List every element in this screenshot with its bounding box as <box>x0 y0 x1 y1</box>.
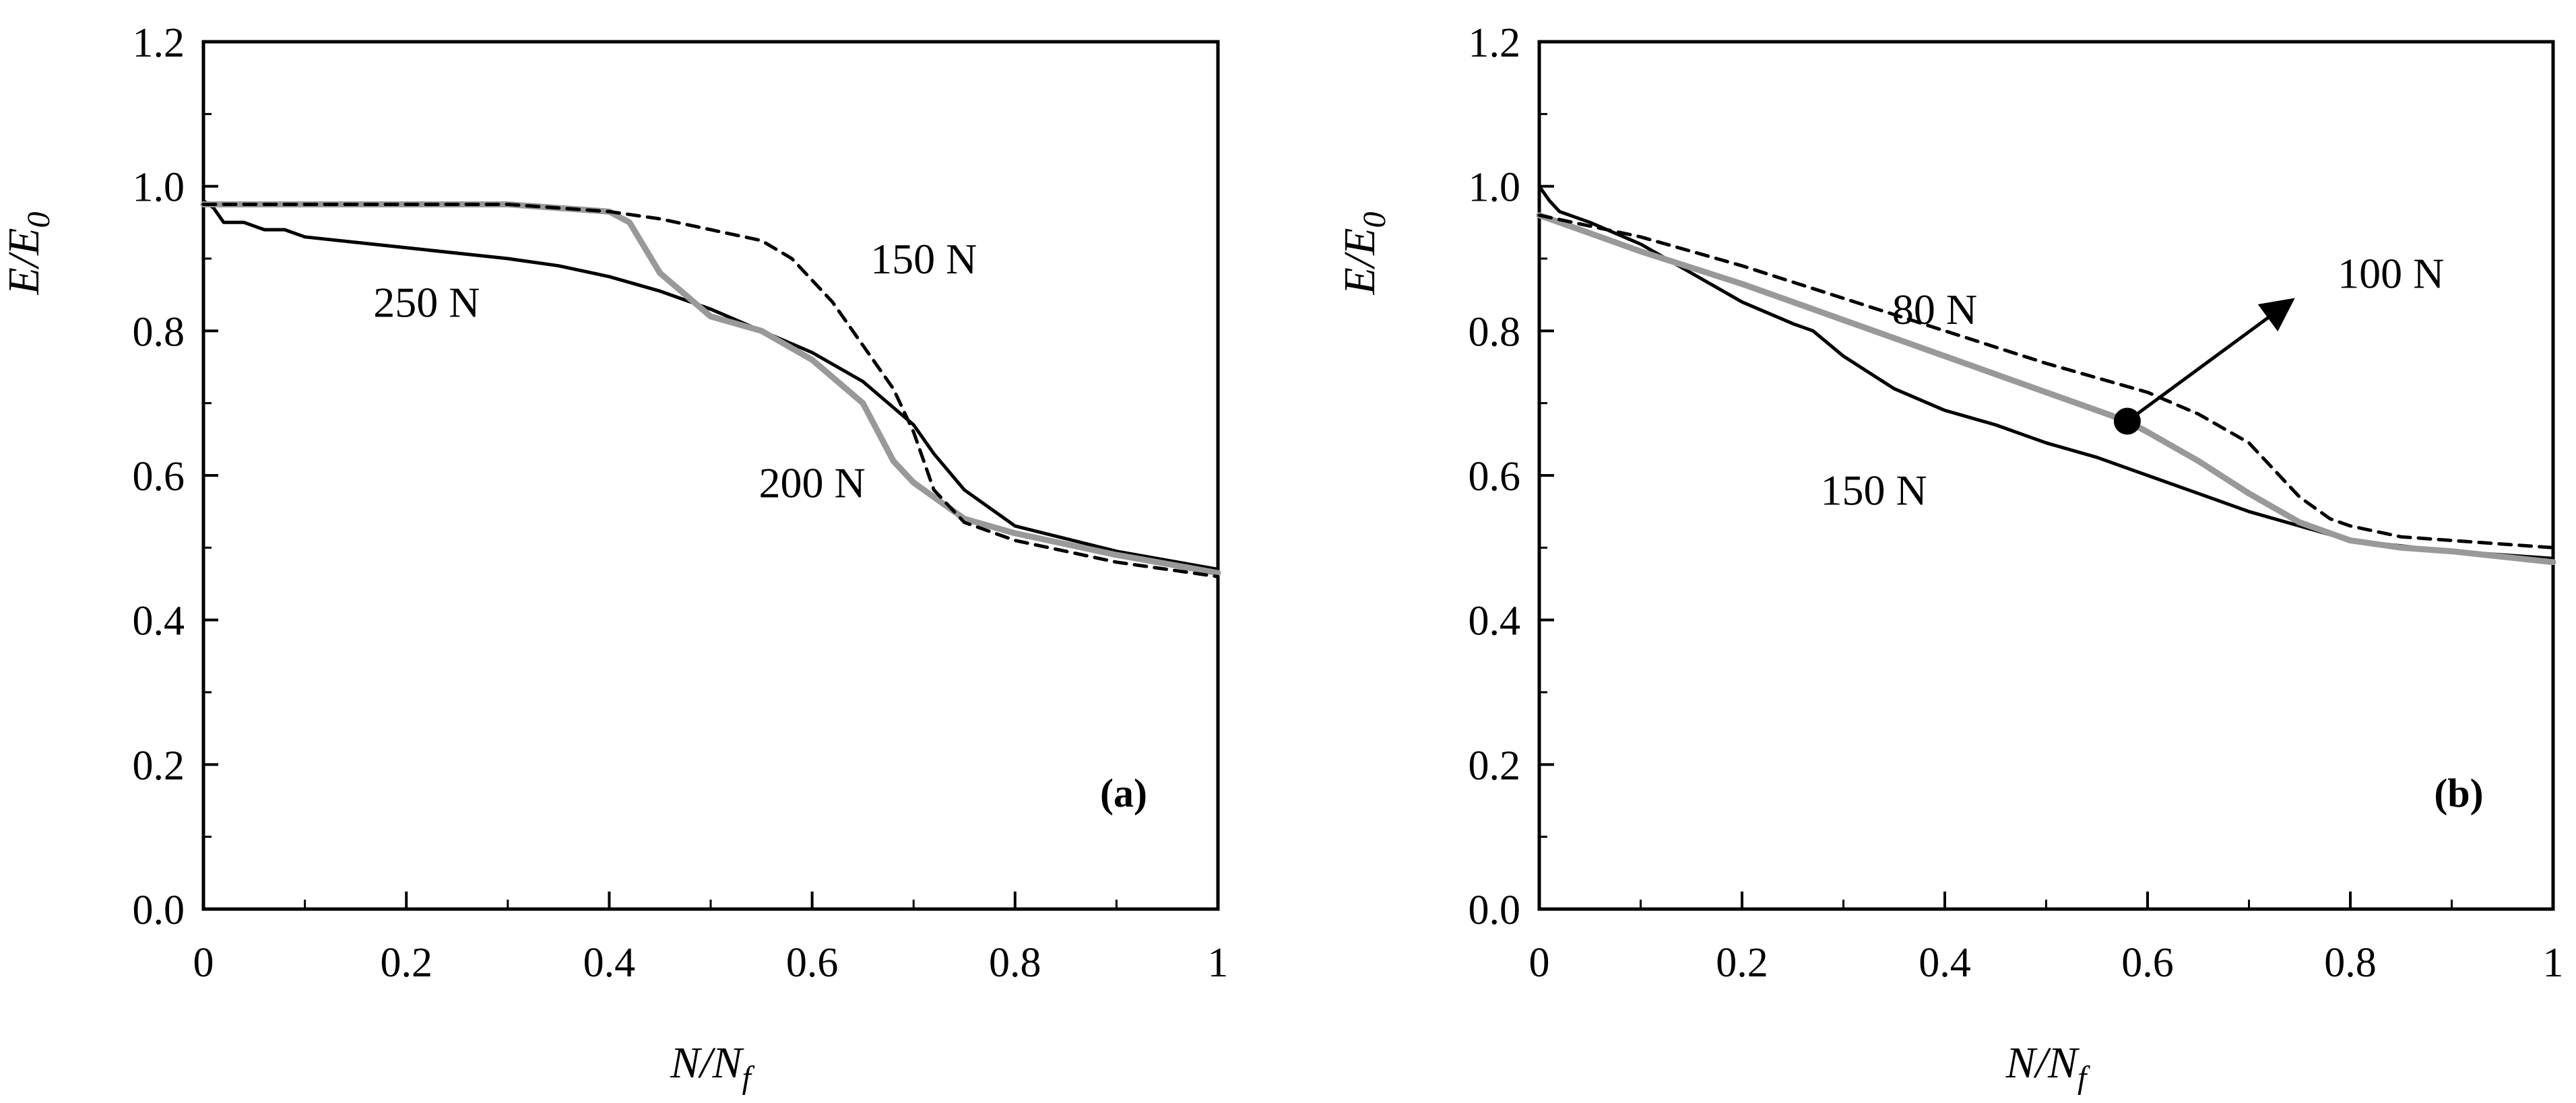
y-tick-label: 1.0 <box>133 165 185 211</box>
plot-frame <box>201 40 1220 911</box>
y-tick-label: 0.4 <box>1469 599 1521 644</box>
series-label-150n: 150 N <box>870 235 977 283</box>
x-tick-label: 0.4 <box>583 940 636 986</box>
y-axis-title-sub: 0 <box>1357 212 1392 228</box>
x-tick-label: 0 <box>1529 940 1550 986</box>
series-label-150n: 150 N <box>1821 466 1927 514</box>
x-tick-label: 0.8 <box>2324 940 2377 986</box>
y-tick-label: 0.0 <box>1469 888 1521 933</box>
panel-a: 0 0.2 0.4 0.6 0.8 1 0.0 0.2 0.4 0.6 0.8 1.0 1.2 N/Nf E… <box>0 20 1229 1096</box>
x-axis-title-sub: f <box>2078 1060 2090 1096</box>
panel-label: (b) <box>2434 771 2483 815</box>
x-axis-title-main: N <box>2005 1038 2038 1088</box>
x-tick-label: 0.6 <box>2121 940 2174 986</box>
series-line-80n <box>1537 213 2555 549</box>
x-tick-label: 0.8 <box>989 940 1041 986</box>
series-line-150n <box>1537 185 2555 560</box>
y-tick-label: 1.2 <box>133 20 185 66</box>
x-axis-title-base: N <box>712 1038 745 1088</box>
y-tick-label: 0.2 <box>133 743 185 789</box>
y-axis-title-base: E <box>0 228 49 256</box>
y-axis-title: E/E0 <box>1335 212 1392 296</box>
series-line-250n <box>201 199 1220 571</box>
panel-b: 0 0.2 0.4 0.6 0.8 1 0.0 0.2 0.4 0.6 0.8 1.0 1.2 N/Nf E… <box>1335 20 2564 1096</box>
y-axis-title-main: E <box>1335 267 1384 295</box>
x-tick-label: 0.2 <box>1716 940 1768 986</box>
x-axis-title-base: N <box>2047 1038 2080 1088</box>
series-label-100n: 100 N <box>2338 249 2444 297</box>
y-tick-label: 0.0 <box>133 888 185 933</box>
series-label-200n: 200 N <box>759 459 865 507</box>
series-line-150n <box>201 203 1220 578</box>
y-tick-label: 1.0 <box>1469 165 1521 211</box>
y-tick-label: 0.4 <box>133 599 185 644</box>
x-tick-label: 1 <box>1208 940 1229 986</box>
y-tick-label: 0.6 <box>1469 454 1521 500</box>
plot-frame <box>1537 40 2555 911</box>
series-label-80n: 80 N <box>1892 286 1977 333</box>
x-axis-title-main: N <box>670 1038 703 1088</box>
series-label-250n: 250 N <box>373 278 480 326</box>
x-axis-title: N/Nf <box>2005 1038 2090 1096</box>
x-tick-label: 0 <box>193 940 214 986</box>
x-tick-label: 1 <box>2543 940 2564 986</box>
y-axis-title-base: E <box>1335 228 1384 256</box>
y-tick-label: 0.6 <box>133 454 185 500</box>
y-axis-title-sub: 0 <box>21 212 57 228</box>
annotation-marker <box>2113 407 2141 435</box>
y-tick-label: 0.8 <box>133 309 185 355</box>
x-tick-label: 0.4 <box>1919 940 1971 986</box>
y-tick-label: 0.2 <box>1469 743 1521 789</box>
x-axis-title-sub: f <box>742 1060 755 1096</box>
y-axis-title: E/E0 <box>0 212 57 296</box>
x-tick-label: 0.6 <box>786 940 839 986</box>
x-tick-label: 0.2 <box>380 940 432 986</box>
annotation-arrow <box>2126 298 2295 423</box>
x-axis-title: N/Nf <box>670 1038 754 1096</box>
y-tick-label: 0.8 <box>1469 309 1521 355</box>
y-tick-label: 1.2 <box>1469 20 1521 66</box>
y-axis-title-main: E <box>0 267 49 295</box>
panel-label: (a) <box>1100 771 1147 815</box>
